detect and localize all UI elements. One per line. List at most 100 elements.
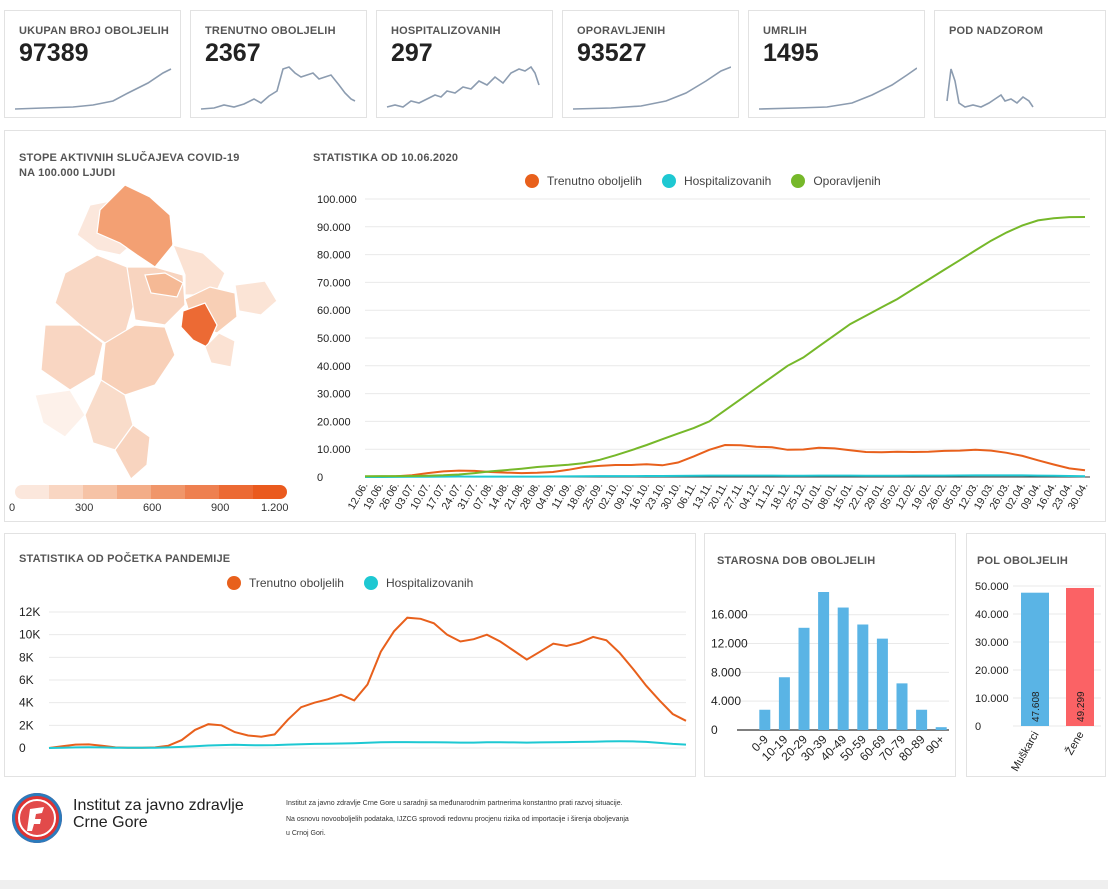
- y-tick-label: 0: [19, 741, 26, 755]
- kpi-title: OPORAVLJENIH: [577, 25, 666, 37]
- kpi-sparkline: [572, 66, 731, 110]
- gender-bar: [1021, 592, 1049, 726]
- y-tick-label: 2K: [19, 718, 34, 732]
- scale-swatch: [219, 485, 253, 499]
- gender-chart[interactable]: 0 10.000 20.000 30.000 40.000 50.000 47.608 Muš…: [967, 574, 1105, 776]
- y-tick-label: 40.000: [317, 361, 351, 373]
- y-tick-label: 10.000: [317, 444, 351, 456]
- y-tick-label: 8.000: [711, 665, 741, 679]
- legend-item-active[interactable]: Trenutno oboljelih: [227, 576, 344, 590]
- legend-item-active[interactable]: Trenutno oboljelih: [525, 174, 642, 188]
- y-tick-label: 10K: [19, 628, 40, 642]
- series-line: [364, 216, 1086, 478]
- scale-label: 600: [143, 502, 162, 514]
- legend-dot: [661, 174, 676, 188]
- y-tick-label: 30.000: [975, 637, 1009, 649]
- kpi-title: POD NADZOROM: [949, 25, 1044, 37]
- y-tick-label: 50.000: [317, 333, 351, 345]
- legend-item-hospitalized[interactable]: Hospitalizovanih: [363, 576, 473, 590]
- scale-swatch: [49, 485, 83, 499]
- y-tick-label: 12.000: [711, 637, 748, 651]
- series-line: [365, 474, 1086, 478]
- pandemic-chart[interactable]: 0 2K 4K 6K 8K 10K 12K: [11, 600, 691, 774]
- y-tick-label: 40.000: [975, 609, 1009, 621]
- map-and-timeline-panel: STOPE AKTIVNIH SLUČAJEVA COVID-19 NA 100…: [4, 130, 1106, 522]
- y-tick-label: 0: [711, 723, 718, 737]
- gender-title: POL OBOLJELIH: [977, 555, 1069, 567]
- y-tick-label: 12K: [19, 605, 40, 619]
- age-title: STAROSNA DOB OBOLJELIH: [717, 555, 876, 567]
- legend-item-hospitalized[interactable]: Hospitalizovanih: [661, 174, 771, 188]
- bottom-strip: [0, 880, 1108, 889]
- footer-note-1: Institut za javno zdravlje Crne Gore u s…: [286, 800, 623, 807]
- kpi-value: 1495: [763, 39, 819, 67]
- scale-swatch: [185, 485, 219, 499]
- kpi-sparkline: [386, 65, 540, 108]
- institute-name: Institut za javno zdravlje Crne Gore: [73, 797, 244, 831]
- kpi-card-deaths[interactable]: UMRLIH 1495: [748, 10, 925, 118]
- legend-item-recovered[interactable]: Oporavljenih: [791, 174, 881, 188]
- kpi-value: 93527: [577, 39, 647, 67]
- y-tick-label: 80.000: [317, 250, 351, 262]
- institute-logo: [12, 793, 62, 843]
- kpi-card-recovered[interactable]: OPORAVLJENIH 93527: [562, 10, 739, 118]
- map-region-pljevlja: [96, 184, 174, 268]
- timeline-chart[interactable]: 0 10.000 20.000 30.000 40.000 50.000 60.000 70.…: [305, 191, 1105, 521]
- kpi-value: 297: [391, 39, 433, 67]
- y-tick-label: 90.000: [317, 222, 351, 234]
- age-bar: [759, 709, 771, 730]
- legend-dot: [791, 174, 806, 188]
- scale-label: 300: [75, 502, 94, 514]
- y-tick-label: 100.000: [317, 194, 357, 206]
- kpi-value: 2367: [205, 39, 261, 67]
- age-bar: [818, 592, 830, 730]
- gender-panel: POL OBOLJELIH 0 10.000 20.000 30.000 40.000 5…: [966, 533, 1106, 777]
- map-title: STOPE AKTIVNIH SLUČAJEVA COVID-19 NA 100…: [19, 151, 240, 181]
- y-tick-label: 4.000: [711, 694, 741, 708]
- choropleth-map[interactable]: [25, 175, 285, 485]
- y-tick-label: 60.000: [317, 305, 351, 317]
- y-tick-label: 10.000: [975, 693, 1009, 705]
- kpi-title: UKUPAN BROJ OBOLJELIH: [19, 25, 170, 37]
- kpi-card-hospitalized[interactable]: HOSPITALIZOVANIH 297: [376, 10, 553, 118]
- y-tick-label: 70.000: [317, 277, 351, 289]
- map-region: [144, 272, 184, 298]
- bar-data-label: 47.608: [1031, 691, 1042, 722]
- timeline-title: STATISTIKA OD 10.06.2020: [313, 152, 459, 164]
- timeline-legend: Trenutno oboljelih Hospitalizovanih Opor…: [525, 174, 901, 188]
- kpi-sparkline: [946, 68, 1034, 108]
- kpi-card-active[interactable]: TRENUTNO OBOLJELIH 2367: [190, 10, 367, 118]
- scale-label: 900: [211, 502, 230, 514]
- kpi-sparkline: [14, 68, 172, 110]
- series-line: [364, 443, 1086, 478]
- y-tick-label: 6K: [19, 673, 34, 687]
- map-region: [204, 332, 236, 368]
- kpi-sparkline: [758, 67, 917, 110]
- map-region: [40, 324, 104, 391]
- pandemic-legend: Trenutno oboljelih Hospitalizovanih: [227, 576, 493, 590]
- kpi-card-monitoring[interactable]: POD NADZOROM: [934, 10, 1106, 118]
- age-bar: [857, 624, 869, 730]
- map-region: [234, 280, 278, 316]
- scale-swatch: [151, 485, 185, 499]
- age-bar: [778, 677, 790, 730]
- institute-name-line1: Institut za javno zdravlje: [73, 797, 244, 814]
- map-title-line: STOPE AKTIVNIH SLUČAJEVA COVID-19: [19, 152, 240, 164]
- map-region: [114, 424, 151, 480]
- scale-swatch: [83, 485, 117, 499]
- age-chart[interactable]: 04.0008.00012.00016.0000-910-1920-2930-3…: [705, 580, 955, 776]
- age-bar: [798, 627, 810, 730]
- gender-bar: [1066, 587, 1094, 726]
- scale-label: 1.200: [261, 502, 289, 514]
- y-tick-label: 50.000: [975, 581, 1009, 593]
- logo-emblem-icon: [18, 799, 56, 837]
- legend-label: Oporavljenih: [813, 174, 881, 188]
- kpi-card-total[interactable]: UKUPAN BROJ OBOLJELIH 97389: [4, 10, 181, 118]
- legend-dot: [227, 576, 241, 590]
- institute-name-line2: Crne Gore: [73, 814, 148, 831]
- y-tick-label: 16.000: [711, 608, 748, 622]
- y-tick-label: 4K: [19, 696, 34, 710]
- kpi-value: 97389: [19, 39, 89, 67]
- age-bar: [916, 709, 928, 730]
- footer: [0, 780, 1108, 880]
